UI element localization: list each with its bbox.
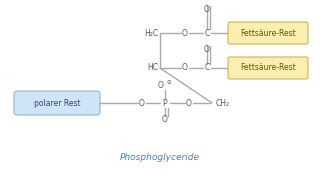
- Text: P: P: [163, 98, 167, 107]
- Text: ⊖: ⊖: [167, 80, 171, 86]
- FancyBboxPatch shape: [228, 57, 308, 79]
- Text: C: C: [204, 28, 210, 37]
- Text: O: O: [182, 28, 188, 37]
- Text: O: O: [139, 98, 145, 107]
- Text: O: O: [162, 116, 168, 125]
- FancyBboxPatch shape: [14, 91, 100, 115]
- FancyBboxPatch shape: [228, 22, 308, 44]
- Text: O: O: [158, 82, 164, 91]
- Text: C: C: [204, 64, 210, 73]
- Text: H₂C: H₂C: [144, 28, 158, 37]
- Text: CH₂: CH₂: [216, 98, 230, 107]
- Text: O: O: [204, 6, 210, 15]
- Text: O: O: [182, 64, 188, 73]
- Text: polarer Rest: polarer Rest: [34, 98, 80, 107]
- Text: O: O: [204, 46, 210, 55]
- Text: HC: HC: [147, 64, 158, 73]
- Text: Phosphoglyceride: Phosphoglyceride: [120, 154, 200, 163]
- Text: O: O: [186, 98, 192, 107]
- Text: Fettsäure-Rest: Fettsäure-Rest: [240, 28, 296, 37]
- Text: Fettsäure-Rest: Fettsäure-Rest: [240, 64, 296, 73]
